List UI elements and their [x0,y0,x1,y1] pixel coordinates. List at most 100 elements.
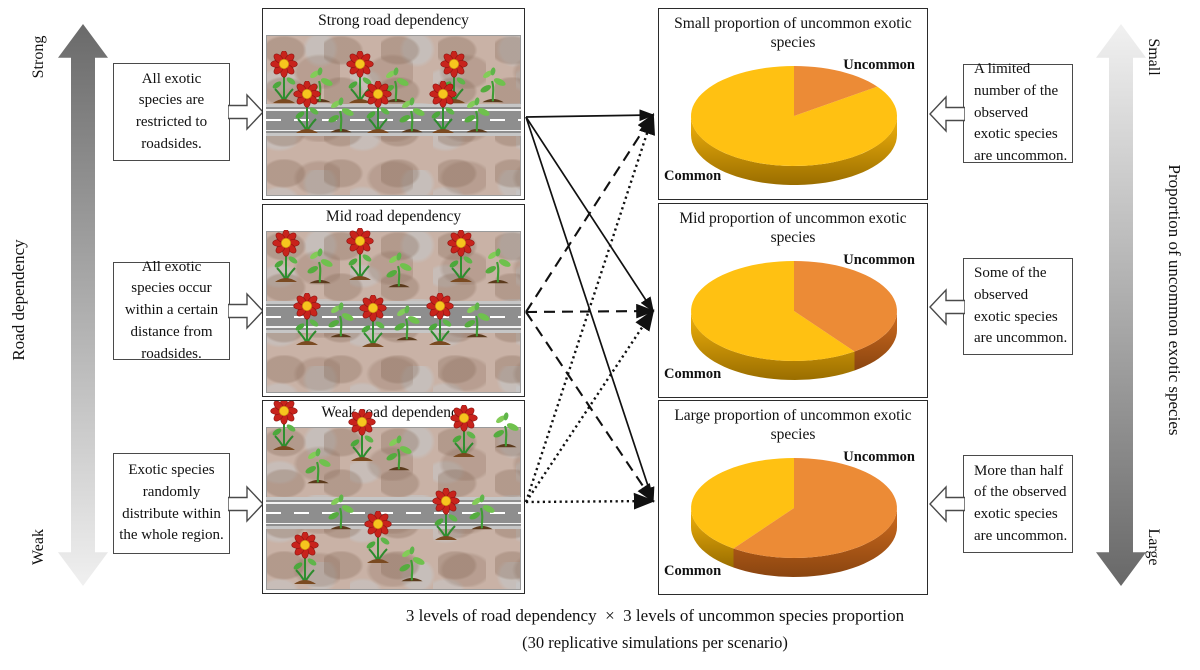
pie-slice-uncommon [794,66,878,116]
figure-caption-line2: (30 replicative simulations per scenario… [522,633,788,652]
common-slice-label: Common [664,168,722,184]
seedling-icon [383,431,414,476]
flower-icon [345,407,379,466]
connector-line-dashed [525,303,656,319]
seedling-icon [483,244,513,289]
flower-icon [423,291,457,350]
common-slice-label: Common [664,563,722,579]
panel-weak-road-dependency: Weak road dependency [262,400,525,594]
pie-rim-uncommon [854,311,897,371]
panel-strong-road-dependency: Strong road dependency [262,8,525,200]
left-box-weak-text: Exotic species randomly distribute withi… [119,462,224,544]
flower-icon [288,530,322,589]
left-box-weak: Exotic species randomly distribute withi… [113,453,264,554]
pie-slice-uncommon [733,458,897,558]
common-slice-label: Common [664,366,722,382]
flower-icon [447,404,481,462]
pie-title: Mid proportion of uncommon exotic specie… [679,210,907,247]
panel-mid-road-dependency: Mid road dependency [262,204,525,397]
left-axis-bottom-label: Weak [30,528,47,566]
piebox-large-proportion: Large proportion of uncommon exotic spec… [658,400,928,595]
right-box-large: More than half of the observed exotic sp… [929,455,1073,553]
right-box-small-text: A limited number of the observed exotic … [974,61,1068,165]
connector-line-solid [525,116,654,313]
panel-title: Strong road dependency [264,10,523,35]
pie-rim-uncommon [733,508,897,577]
seedling-icon [462,298,492,343]
connector-line-dotted [524,112,655,503]
seedling-icon [326,298,357,343]
seedling-icon [326,93,357,138]
block-arrow-right-icon [228,93,264,131]
flower-icon [361,509,395,568]
pie-rim-common [691,116,897,185]
block-arrow-left-icon [929,485,965,523]
flower-icon [269,228,303,287]
pie-slice-common [691,261,855,361]
seedling-icon [397,542,427,587]
left-axis-top-label: Strong [30,35,47,79]
seedling-icon [383,248,414,293]
seedling-icon [462,93,492,138]
flower-icon [356,293,390,352]
connector-line-dashed [525,113,655,313]
right-axis-bottom-label: Large [1145,528,1162,566]
left-axis-label: Road dependency [9,239,28,361]
pie-title: Large proportion of uncommon exotic spec… [674,407,912,444]
left-box-mid-text: All exotic species occur within a certai… [124,258,219,362]
flower-icon [444,228,478,287]
block-arrow-right-icon [228,292,264,330]
left-box-mid: All exotic species occur within a certai… [113,259,264,362]
right-box-mid: Some of the observed exotic species are … [929,258,1073,355]
plants-layer [263,205,524,396]
flower-icon [290,79,324,138]
right-axis-label: Proportion of uncommon exotic species [1165,164,1184,436]
flower-icon [267,401,301,455]
pie-slice-common [691,458,794,549]
road-centerline [266,119,521,122]
pie-rim-common [691,508,734,568]
connector-line-solid [525,116,655,503]
flower-icon [343,226,377,285]
block-arrow-right-icon [228,484,264,523]
pie-chart [691,66,897,185]
connector-line-dashed [525,311,655,503]
seedling-icon [397,93,427,138]
pie-slice-uncommon [794,261,897,352]
pie-rim-common [691,311,855,380]
uncommon-slice-label: Uncommon [843,57,915,73]
seedling-icon [467,490,498,535]
piebox-mid-proportion: Mid proportion of uncommon exotic specie… [658,203,928,398]
connector-line-solid [525,109,655,122]
pie-chart [691,458,897,577]
left-box-strong: All exotic species are restricted to roa… [113,63,264,161]
pie-chart [691,261,897,380]
seedling-icon [391,301,422,346]
seedling-icon [305,244,336,289]
right-box-mid-text: Some of the observed exotic species are … [974,265,1068,347]
seedling-icon [326,490,357,535]
flower-icon [426,79,460,138]
plants-layer [263,9,524,199]
right-box-large-text: More than half of the observed exotic sp… [974,462,1068,544]
left-box-strong-text: All exotic species are restricted to roa… [135,70,208,152]
flower-icon [361,79,395,138]
piebox-small-proportion: Small proportion of uncommon exotic spec… [658,8,928,200]
pie-title: Small proportion of uncommon exotic spec… [674,15,912,52]
figure-caption-line1: 3 levels of road dependency × 3 levels o… [405,606,905,625]
connector-line-dotted [525,492,656,510]
seedling-icon [303,444,333,489]
road-centerline [266,315,521,318]
seedling-icon [490,408,521,453]
block-arrow-left-icon [929,94,965,133]
road-centerline [266,512,521,515]
panel-title: Mid road dependency [264,206,523,231]
right-box-small: A limited number of the observed exotic … [929,61,1073,164]
connector-line-dotted [525,309,655,503]
road-dependency-gradient-arrow [58,24,108,586]
uncommon-proportion-gradient-arrow [1096,24,1146,586]
flower-icon [429,486,463,545]
plants-layer [263,401,524,593]
block-arrow-left-icon [929,287,965,326]
